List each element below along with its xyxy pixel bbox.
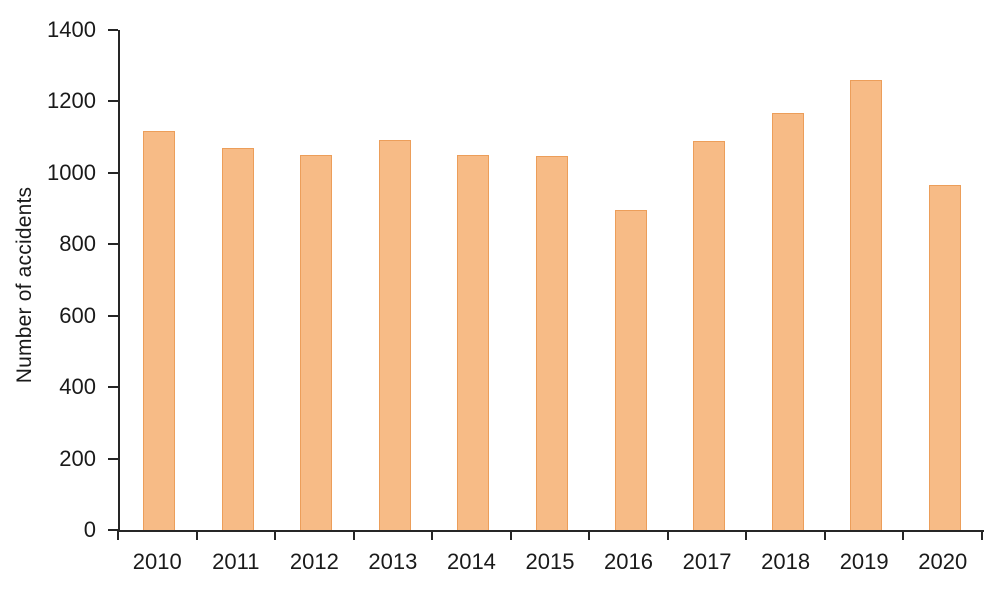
x-tick-mark [981, 531, 983, 540]
x-tick-mark [823, 531, 826, 540]
y-tick-mark [108, 243, 118, 246]
x-tick-label: 2019 [839, 549, 889, 574]
x-tick-label: 2018 [761, 549, 811, 574]
x-tick-label: 2013 [368, 549, 418, 574]
bar-2013 [378, 139, 411, 530]
x-tick-label: 2015 [525, 549, 575, 574]
x-axis-labels: 2010 2011 2012 2013 2014 2015 2016 2017 2018 2019… [118, 551, 982, 579]
x-tick-mark [352, 531, 355, 540]
bar-2016 [614, 209, 647, 530]
y-tick-mark [108, 314, 118, 317]
x-tick-label: 2012 [289, 549, 339, 574]
y-axis-labels: 0 200 400 600 800 1000 1200 1400 [0, 19, 96, 541]
x-tick-label: 2016 [604, 549, 654, 574]
x-tick-mark [666, 531, 669, 540]
bar-2018 [771, 112, 804, 530]
bar-2020 [928, 185, 961, 530]
y-tick-mark [108, 386, 118, 389]
bar-2014 [457, 155, 490, 530]
x-tick-label: 2020 [918, 549, 968, 574]
y-tick-mark [108, 529, 118, 531]
x-tick-mark [588, 531, 591, 540]
y-tick-label: 200 [59, 445, 96, 471]
y-tick-label: 400 [59, 374, 96, 400]
y-tick-mark [108, 171, 118, 174]
bar-2012 [300, 155, 333, 530]
x-tick-mark [195, 531, 198, 540]
x-tick-mark [274, 531, 277, 540]
bar-2019 [850, 80, 883, 530]
y-tick-mark [108, 100, 118, 103]
bar-2015 [536, 156, 568, 530]
plot-area [118, 30, 984, 532]
x-tick-mark [117, 531, 119, 540]
x-tick-mark [745, 531, 748, 540]
x-axis-tick-marks [117, 531, 983, 541]
y-tick-label: 600 [59, 302, 96, 328]
x-tick-label: 2014 [446, 549, 496, 574]
x-tick-label: 2011 [212, 549, 260, 574]
y-tick-mark [108, 457, 118, 460]
y-tick-label: 1000 [47, 159, 96, 185]
bar-2011 [221, 147, 254, 530]
y-tick-label: 800 [59, 231, 96, 257]
x-tick-mark [902, 531, 905, 540]
y-tick-label: 1200 [47, 88, 96, 114]
bar-2010 [143, 131, 176, 530]
bar-2017 [693, 141, 726, 530]
y-tick-label: 1400 [47, 17, 96, 42]
x-tick-label: 2017 [682, 549, 732, 574]
x-tick-mark [509, 531, 512, 540]
y-tick-mark [108, 29, 118, 31]
y-axis-tick-marks [108, 29, 118, 531]
x-tick-label: 2010 [132, 549, 182, 574]
x-tick-mark [431, 531, 434, 540]
y-tick-label: 0 [83, 517, 96, 542]
